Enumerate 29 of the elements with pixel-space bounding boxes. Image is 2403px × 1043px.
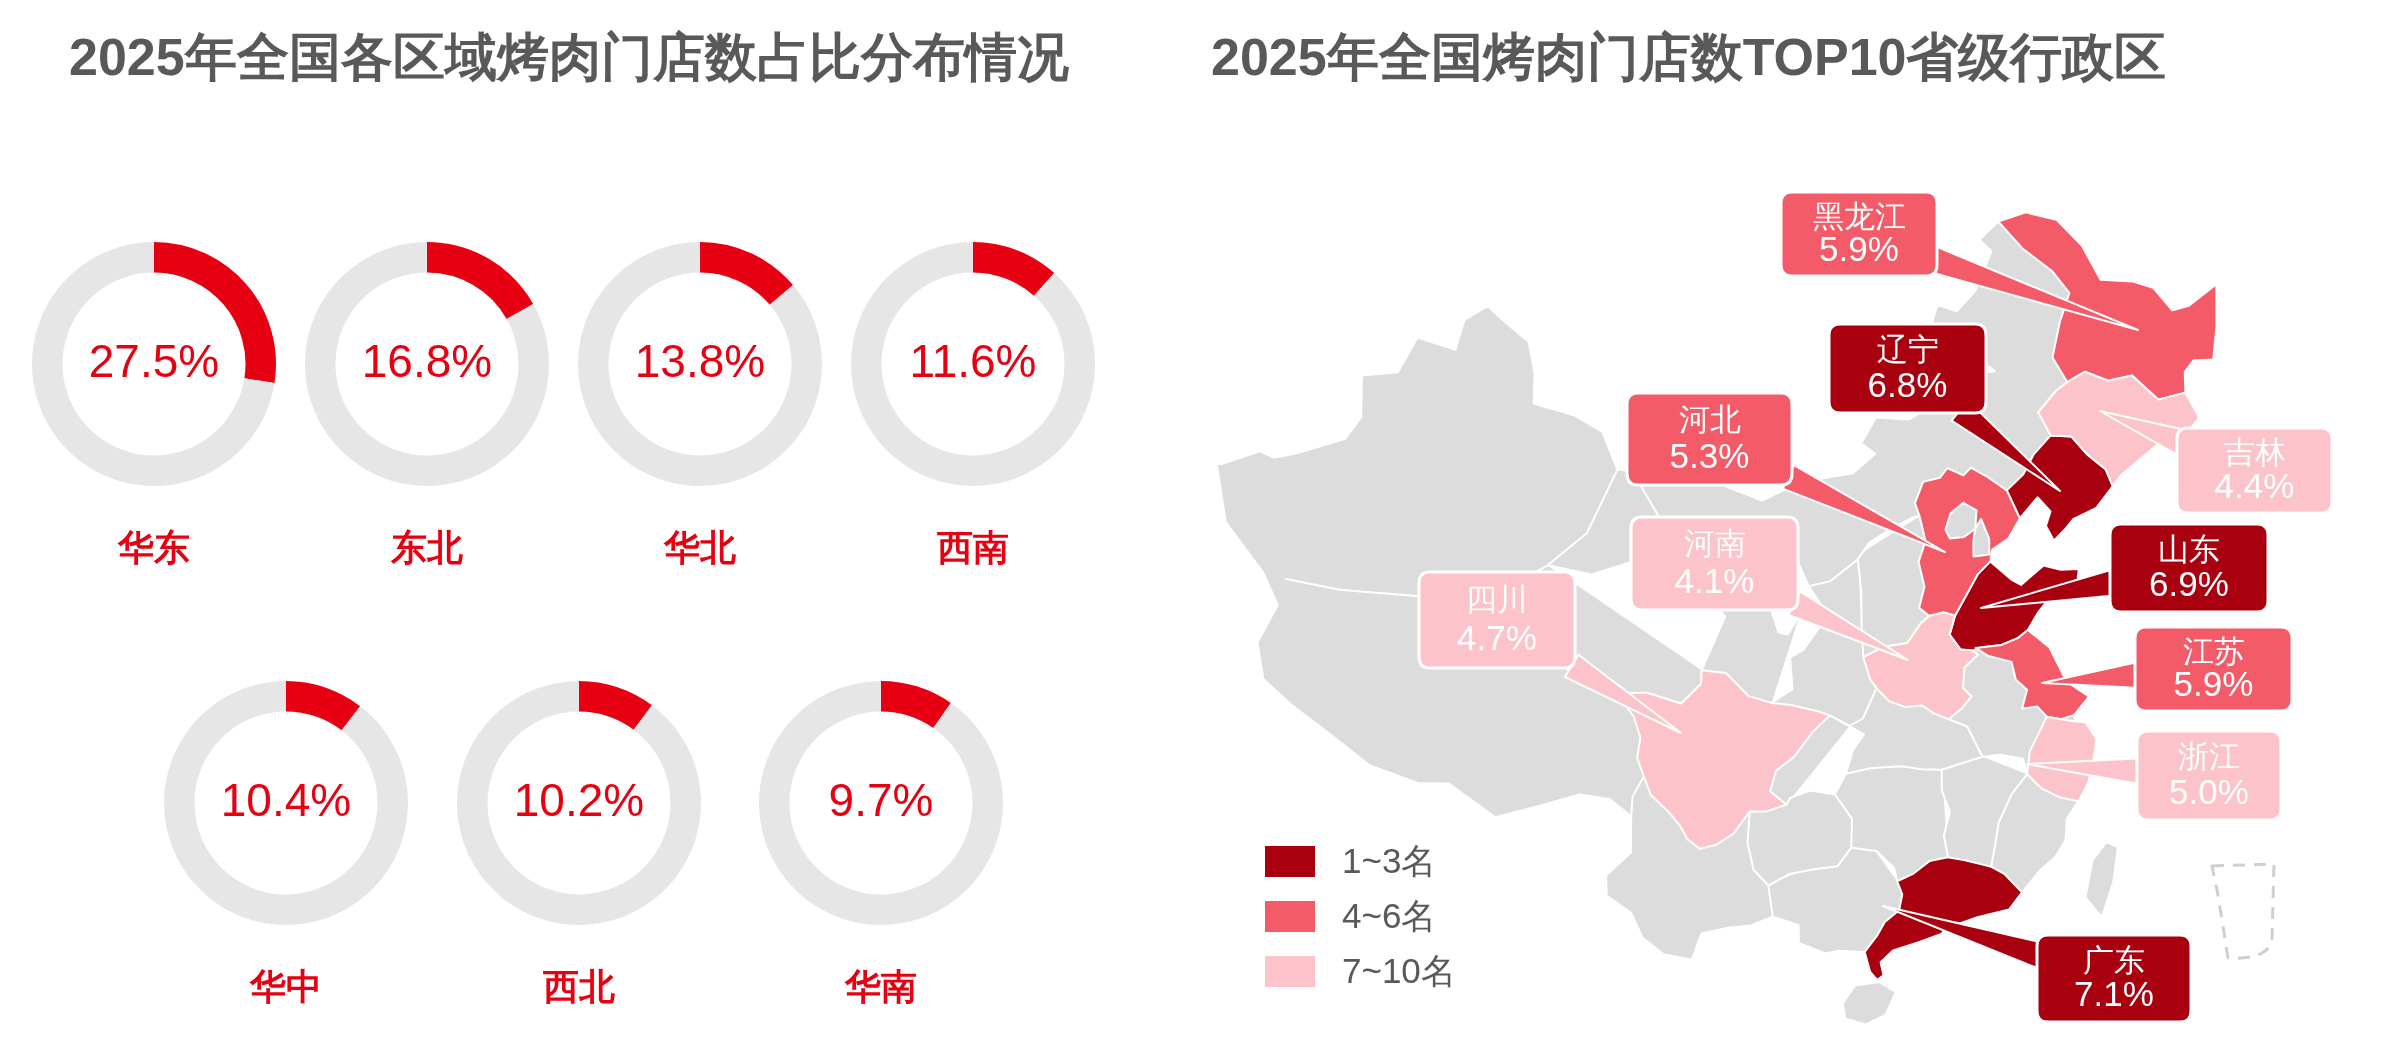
category-label: 河北 (1678, 402, 1741, 438)
text: 东北 (390, 526, 463, 568)
data-label: 13.8% (634, 334, 766, 387)
text: 2025年全国各区域烤肉门店数占比分布情况 (69, 27, 1069, 88)
category-label: 江苏 (2182, 633, 2245, 669)
data-label: 5.3% (1669, 435, 1750, 475)
text: 西北 (542, 965, 615, 1007)
text: 2025年全国烤肉门店数TOP10省级行政区 (1211, 27, 2167, 88)
data-label: 4.1% (1674, 560, 1755, 600)
data-label: 10.2% (513, 773, 645, 826)
text: 华南 (844, 965, 917, 1007)
category-label: 山东 (2158, 531, 2220, 567)
category-label: 四川 (1466, 582, 1528, 618)
text: 华北 (663, 526, 736, 568)
legend-label: 7~10名 (1342, 950, 1456, 990)
legend-label: 4~6名 (1342, 895, 1437, 935)
data-label: 9.7% (828, 773, 934, 826)
data-label: 27.5% (88, 334, 220, 387)
text: 华东 (117, 526, 190, 568)
category-label: 黑龙江 (1812, 198, 1906, 234)
text: 西南 (936, 526, 1009, 568)
data-label: 10.4% (220, 773, 352, 826)
data-label: 6.9% (2149, 564, 2229, 604)
category-label: 河南 (1683, 526, 1746, 562)
text: 华中 (249, 965, 322, 1007)
data-label: 4.7% (1457, 617, 1537, 657)
legend-label: 1~3名 (1342, 840, 1437, 880)
data-label: 16.8% (361, 334, 493, 387)
data-label: 11.6% (909, 334, 1037, 387)
